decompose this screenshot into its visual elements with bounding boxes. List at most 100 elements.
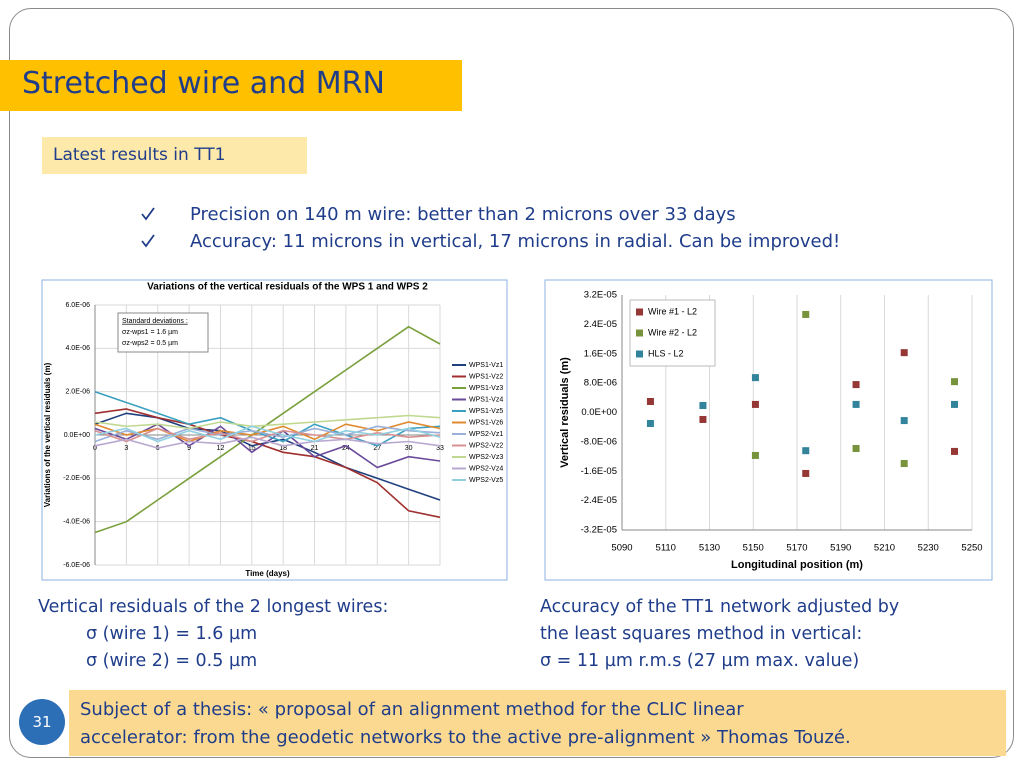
x-tick-label: 33 [436, 445, 444, 452]
x-tick-label: 5150 [743, 543, 764, 554]
y-tick-label: 0.0E+00 [64, 432, 90, 439]
caption: σ (wire 2) = 0.5 µm [86, 651, 258, 671]
x-tick-label: 18 [279, 445, 287, 452]
data-point [852, 400, 860, 408]
legend-swatch [636, 329, 643, 337]
bullet: Precision on 140 m wire: better than 2 m… [190, 204, 736, 225]
legend-label: WPS2-Vz2 [469, 442, 503, 449]
subtitle-box [42, 137, 307, 174]
caption: Vertical residuals of the 2 longest wire… [38, 597, 389, 617]
footer-note: Subject of a thesis: « proposal of an al… [80, 699, 744, 720]
check-icon [141, 234, 155, 248]
data-line [94, 425, 441, 443]
caption: Accuracy of the TT1 network adjusted by [540, 597, 900, 617]
caption: σ (wire 1) = 1.6 µm [86, 624, 258, 644]
x-tick-label: 3 [124, 445, 128, 452]
legend-label: WPS2-Vz1 [469, 431, 503, 438]
legend-label: WPS1-Vz3 [469, 385, 503, 392]
legend-box [629, 299, 716, 367]
y-tick-label: -2.0E-06 [63, 475, 90, 482]
data-point [751, 451, 759, 459]
y-tick-label: 4.0E-06 [65, 345, 90, 352]
data-point [699, 415, 707, 423]
legend-swatch [636, 308, 643, 316]
legend-label: Wire #2 - L2 [648, 327, 697, 337]
legend-label: WPS2-Vz5 [469, 477, 503, 484]
y-tick-label: -3.2E-05 [581, 525, 617, 536]
data-point [646, 397, 654, 405]
legend-label: WPS1-Vz6 [469, 419, 503, 426]
legend-swatch [636, 350, 643, 358]
legend-label: WPS1-Vz1 [469, 362, 503, 369]
chart-title: Variations of the vertical residuals of … [147, 282, 428, 293]
y-tick-label: -4.0E-06 [63, 519, 90, 526]
y-axis-label: Vertical residuals (m) [559, 357, 571, 468]
y-axis-label: Variations of the vertical residuals (m) [43, 362, 52, 507]
x-tick-label: 5170 [786, 543, 807, 554]
y-tick-label: -2.4E-05 [581, 495, 617, 506]
check-icon [141, 207, 155, 221]
legend-label: WPS1-Vz2 [469, 373, 503, 380]
x-tick-label: 5090 [611, 543, 632, 554]
bullet: Accuracy: 11 microns in vertical, 17 mic… [190, 231, 841, 252]
data-point [900, 349, 908, 357]
page-number: 31 [19, 699, 65, 745]
data-line [94, 414, 441, 430]
x-tick-label: 12 [217, 445, 225, 452]
data-point [900, 460, 908, 468]
x-tick-label: 5190 [830, 543, 851, 554]
y-tick-label: -1.6E-05 [581, 466, 617, 477]
y-tick-label: -8.0E-06 [581, 436, 617, 447]
legend-label: HLS - L2 [648, 348, 684, 358]
x-tick-label: 21 [311, 445, 319, 452]
annotation: σz-wps2 = 0.5 µm [122, 340, 178, 347]
subtitle: Latest results in TT1 [53, 145, 226, 165]
legend-label: WPS1-Vz5 [469, 408, 503, 415]
legend-label: WPS2-Vz4 [469, 465, 503, 472]
data-point [802, 447, 810, 455]
data-point [646, 420, 654, 428]
y-tick-label: 3.2E-05 [584, 290, 617, 301]
annotation-box [117, 312, 209, 353]
data-line [94, 408, 441, 519]
x-axis-label: Time (days) [245, 569, 290, 578]
x-tick-label: 5110 [656, 543, 676, 554]
y-tick-label: 6.0E-06 [65, 302, 90, 309]
legend-label: Wire #1 - L2 [648, 306, 697, 316]
data-point [951, 400, 958, 408]
x-tick-label: 5230 [918, 543, 939, 554]
data-point [951, 447, 958, 455]
data-point [951, 378, 958, 386]
footer-note: accelerator: from the geodetic networks … [80, 727, 851, 748]
data-line [94, 425, 441, 443]
legend-label: WPS1-Vz4 [469, 396, 503, 403]
data-point [852, 444, 860, 452]
data-point [802, 469, 810, 477]
x-tick-label: 27 [373, 445, 381, 452]
y-tick-label: 8.0E-06 [584, 378, 617, 389]
x-axis-label: Longitudinal position (m) [731, 559, 863, 571]
legend-label: WPS2-Vz3 [469, 454, 503, 461]
caption: σ = 11 µm r.m.s (27 µm max. value) [540, 651, 860, 671]
y-tick-label: 2.0E-06 [65, 389, 90, 396]
y-tick-label: -6.0E-06 [63, 562, 90, 569]
data-point [900, 417, 908, 425]
x-tick-label: 9 [187, 445, 191, 452]
slide-title: Stretched wire and MRN [22, 66, 385, 101]
x-tick-label: 15 [248, 445, 256, 452]
title-bar [0, 60, 462, 111]
annotation: σz-wps1 = 1.6 µm [122, 329, 178, 336]
data-point [852, 381, 860, 389]
x-tick-label: 30 [405, 445, 413, 452]
x-tick-label: 5210 [874, 543, 895, 554]
data-point [699, 402, 707, 410]
y-tick-label: 0.0E+00 [581, 407, 617, 418]
y-tick-label: 2.4E-05 [584, 319, 617, 330]
x-tick-label: 24 [342, 445, 350, 452]
caption: the least squares method in vertical: [540, 624, 863, 644]
data-point [751, 400, 759, 408]
slide-frame [9, 8, 1014, 758]
annotation: Standard deviations : [122, 318, 188, 325]
x-tick-label: 5130 [699, 543, 720, 554]
